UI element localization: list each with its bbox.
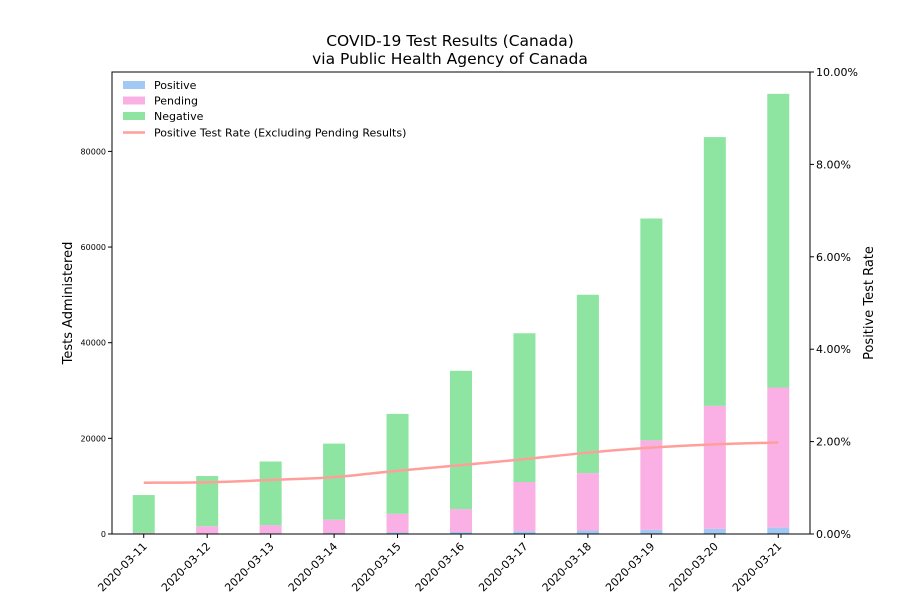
legend-label-pending: Pending xyxy=(154,95,198,108)
bar-pending-7 xyxy=(576,473,599,531)
bar-negative-1 xyxy=(196,476,219,527)
x-tick-label: 2020-03-13 xyxy=(222,540,276,594)
bar-pending-3 xyxy=(323,519,346,534)
y-tick-label: 0 xyxy=(101,530,106,539)
bar-pending-4 xyxy=(386,513,409,533)
x-tick-label: 2020-03-15 xyxy=(349,540,403,594)
rate-line-layer xyxy=(143,441,779,484)
y2-tick-label: 0.00% xyxy=(816,528,851,541)
legend-swatch-negative xyxy=(123,112,145,120)
bar-pending-9 xyxy=(703,405,726,529)
y2-tick-label: 10.00% xyxy=(816,66,858,79)
bar-pending-1 xyxy=(196,526,219,534)
y2-axis-label: Positive Test Rate xyxy=(862,246,877,360)
bar-negative-10 xyxy=(767,93,790,388)
bar-pending-8 xyxy=(640,440,663,530)
x-tick-label: 2020-03-12 xyxy=(159,540,213,594)
x-tick-label: 2020-03-20 xyxy=(667,540,721,594)
chart-subtitle: via Public Health Agency of Canada xyxy=(312,50,588,68)
bar-pending-6 xyxy=(513,482,536,532)
legend-label-rate: Positive Test Rate (Excluding Pending Re… xyxy=(154,127,406,140)
x-tick-label: 2020-03-19 xyxy=(603,540,657,594)
y2-tick-label: 4.00% xyxy=(816,343,851,356)
bar-positive-9 xyxy=(703,528,726,534)
y-tick-label: 40000 xyxy=(81,339,106,348)
bar-pending-5 xyxy=(450,509,472,533)
bar-negative-9 xyxy=(703,137,726,406)
legend: Positive Pending Negative Positive Test Rat… xyxy=(123,79,406,140)
legend-label-negative: Negative xyxy=(154,110,204,123)
y2-tick-label: 8.00% xyxy=(816,158,851,171)
y-tick-label: 20000 xyxy=(81,434,106,443)
x-tick-label: 2020-03-14 xyxy=(286,540,340,594)
bar-positive-7 xyxy=(576,530,599,534)
bar-positive-4 xyxy=(386,532,409,534)
x-tick-label: 2020-03-17 xyxy=(476,540,530,594)
bar-negative-3 xyxy=(323,443,346,520)
bar-negative-4 xyxy=(386,413,409,514)
positive-rate-line xyxy=(143,441,779,484)
x-tick-label: 2020-03-16 xyxy=(413,540,467,594)
y2-tick-label: 2.00% xyxy=(816,436,851,449)
bar-negative-5 xyxy=(450,370,472,510)
bar-negative-2 xyxy=(259,461,282,526)
bar-negative-6 xyxy=(513,333,536,483)
y-tick-label: 60000 xyxy=(81,243,106,252)
bar-negative-7 xyxy=(576,294,599,474)
y-tick-label: 80000 xyxy=(81,147,106,156)
x-tick-label: 2020-03-11 xyxy=(95,540,149,594)
legend-swatch-pending xyxy=(123,96,145,105)
x-tick-label: 2020-03-21 xyxy=(730,540,784,594)
y-axis-label: Tests Administered xyxy=(61,242,76,366)
bar-positive-8 xyxy=(640,529,663,534)
bar-pending-0 xyxy=(132,532,155,534)
bar-pending-10 xyxy=(767,387,790,528)
bar-negative-0 xyxy=(132,495,155,533)
bar-positive-5 xyxy=(450,532,472,534)
bar-positive-10 xyxy=(767,527,790,534)
bar-pending-2 xyxy=(259,525,282,534)
bar-positive-6 xyxy=(513,531,536,534)
y2-tick-label: 6.00% xyxy=(816,251,851,264)
chart-title: COVID-19 Test Results (Canada) xyxy=(326,32,574,50)
bars-layer xyxy=(132,93,790,534)
bar-negative-8 xyxy=(640,218,663,441)
x-tick-label: 2020-03-18 xyxy=(540,540,594,594)
legend-label-positive: Positive xyxy=(154,79,197,92)
legend-swatch-positive xyxy=(123,81,145,89)
